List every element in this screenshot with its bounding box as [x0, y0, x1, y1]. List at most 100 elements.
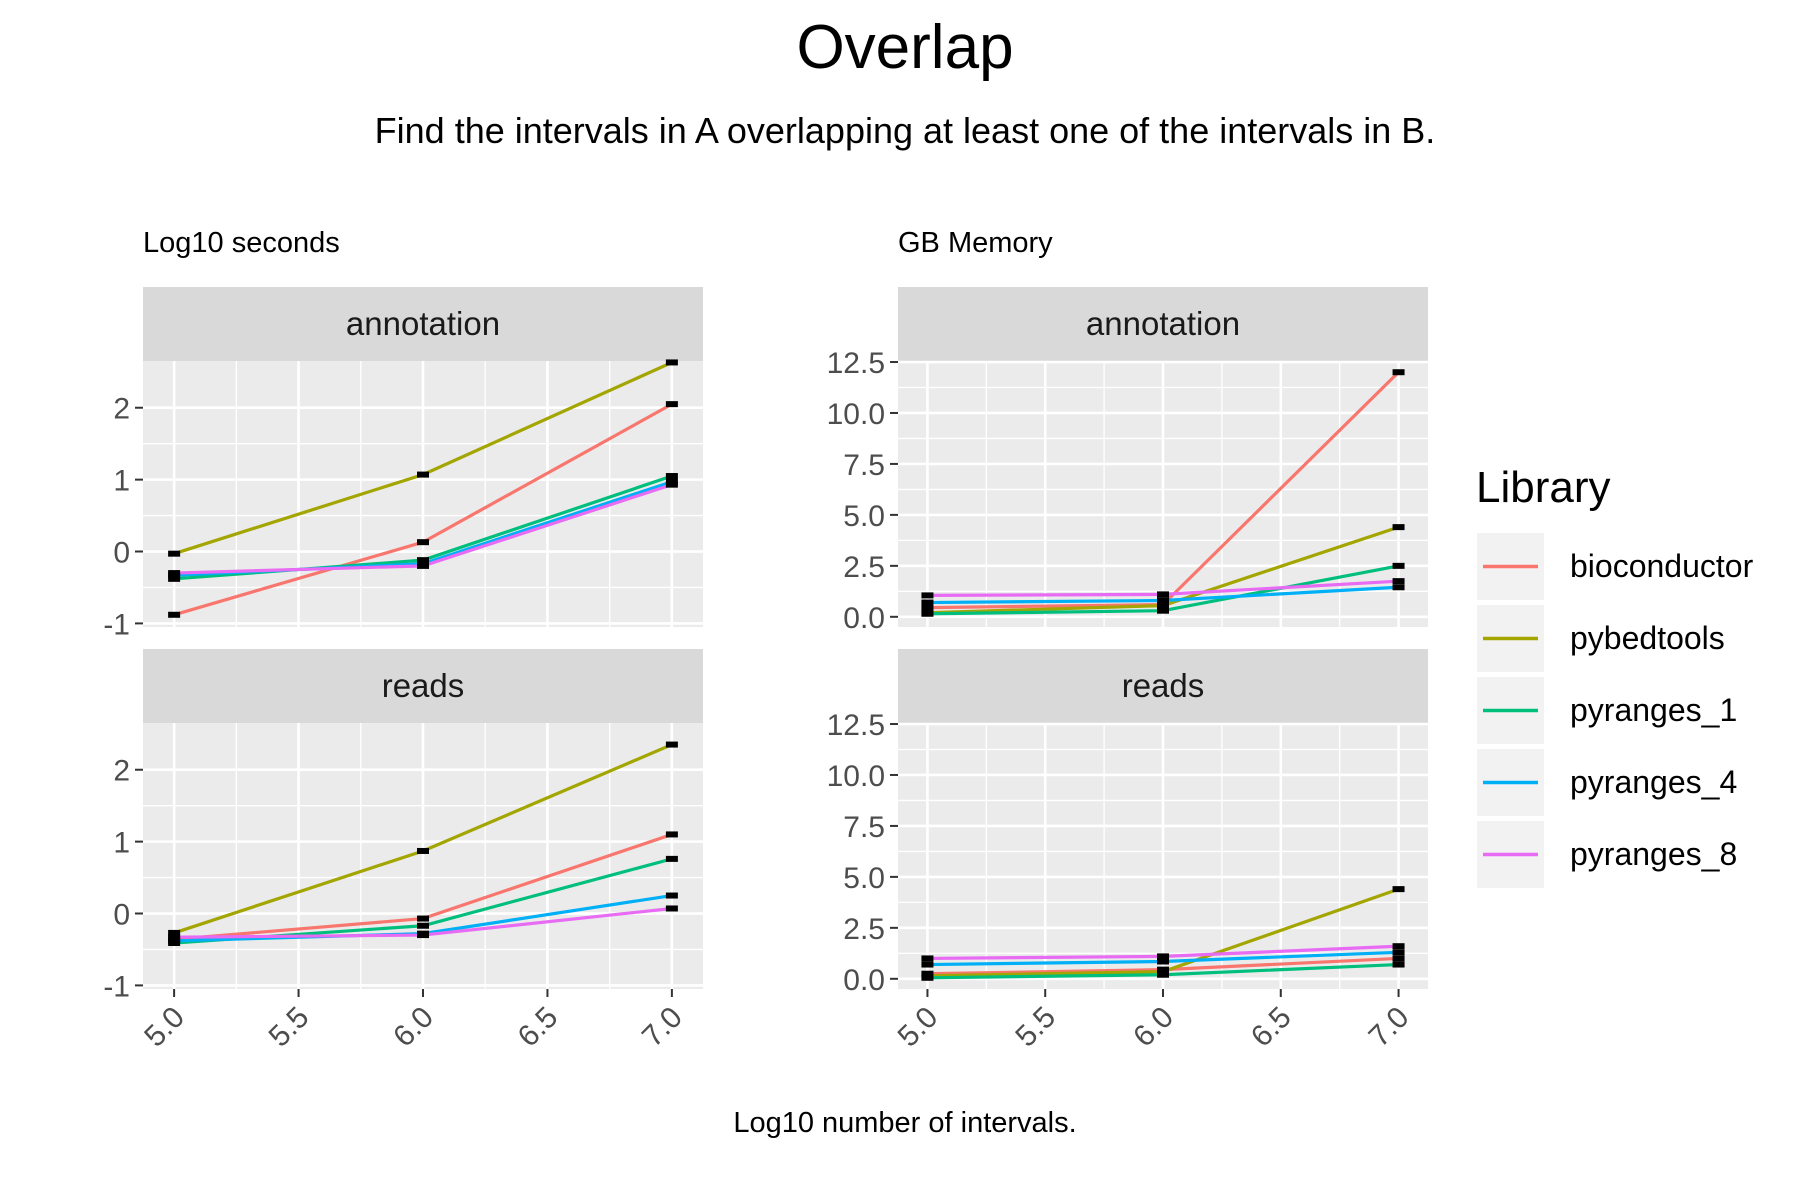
data-point-pybedtools: [168, 550, 181, 557]
y-tick-label: 0: [113, 537, 130, 570]
data-point-pyranges_4: [1392, 949, 1405, 956]
x-tick-label: 6.5: [1245, 1001, 1298, 1054]
data-point-pyranges_4: [921, 599, 934, 606]
data-point-pyranges_8: [921, 592, 934, 599]
y-tick-label: 5.0: [843, 862, 885, 895]
x-tick-label: 6.0: [387, 1001, 440, 1054]
y-tick-label: 2.5: [843, 913, 885, 946]
legend-item-bioconductor: bioconductor: [1477, 533, 1754, 600]
data-point-bioconductor: [1392, 369, 1405, 376]
data-point-pyranges_8: [417, 932, 429, 939]
facet-strip-label: reads: [1122, 667, 1205, 704]
data-point-pybedtools: [1392, 886, 1405, 893]
panel-1-annotation: annotation 0.0 2.5 5.0 7.5 10.0 12.5: [827, 287, 1428, 635]
data-point-bioconductor: [665, 401, 678, 408]
data-point-pyranges_8: [1392, 943, 1405, 950]
y-tick-label: 2.5: [843, 551, 885, 584]
facet-strip: [143, 649, 703, 723]
legend-title: Library: [1476, 463, 1611, 512]
panel-1-reads: reads 0.0 2.5 5.0 7.5 10.0 12.5 5.0 5.5 6.0 6.5 7.0: [827, 649, 1428, 1053]
y-tick-label: 7.5: [843, 811, 885, 844]
data-point-pyranges_8: [168, 570, 181, 577]
legend-label: pyranges_8: [1570, 836, 1737, 872]
y-tick-label: 2: [113, 755, 130, 788]
data-point-pyranges_1: [921, 974, 934, 981]
y-tick-label: 1: [113, 465, 130, 498]
y-tick-label: 0: [113, 899, 130, 932]
data-point-pyranges_1: [1392, 961, 1405, 968]
data-point-pyranges_8: [921, 955, 934, 962]
y-tick-label: 12.5: [827, 347, 885, 380]
y-tick-label: 5.0: [843, 500, 885, 533]
facet-strip: [898, 287, 1428, 361]
data-point-pyranges_8: [665, 481, 678, 488]
data-point-pyranges_4: [1157, 597, 1169, 604]
data-point-pyranges_1: [1157, 971, 1169, 978]
figure-title: Overlap: [796, 13, 1013, 82]
y-tick-label: 0.0: [843, 602, 885, 635]
x-tick-label: 7.0: [636, 1001, 689, 1054]
data-point-pyranges_4: [1392, 584, 1405, 591]
data-point-pyranges_8: [665, 905, 678, 912]
facet-strip: [898, 649, 1428, 723]
data-point-pyranges_1: [168, 575, 181, 582]
legend-item-pyranges_1: pyranges_1: [1477, 677, 1737, 744]
facet-strip: [143, 287, 703, 361]
panel-0-annotation: annotation -1 0 1 2: [103, 287, 703, 641]
legend-item-pyranges_8: pyranges_8: [1477, 821, 1737, 888]
y-tick-label: 1: [113, 827, 130, 860]
data-point-pyranges_1: [417, 922, 429, 929]
data-point-pyranges_4: [168, 937, 181, 944]
legend: Library bioconductor pybedtools pyranges_1p…: [1476, 463, 1754, 888]
x-tick-label: 7.0: [1363, 1001, 1416, 1054]
figure-subtitle: Find the intervals in A overlapping at l…: [375, 110, 1436, 151]
data-point-pyranges_8: [1157, 591, 1169, 598]
x-tick-label: 6.5: [512, 1001, 565, 1054]
data-point-bioconductor: [417, 539, 429, 546]
legend-label: bioconductor: [1570, 548, 1754, 584]
data-point-pyranges_8: [1392, 578, 1405, 585]
data-point-pybedtools: [168, 929, 181, 936]
left-panel-label: Log10 seconds: [143, 227, 340, 259]
y-tick-label: 0.0: [843, 964, 885, 997]
data-point-pyranges_4: [665, 892, 678, 899]
legend-label: pyranges_1: [1570, 692, 1737, 728]
data-point-pybedtools: [665, 359, 678, 366]
y-tick-label: 7.5: [843, 449, 885, 482]
data-point-pyranges_8: [417, 562, 429, 569]
x-tick-label: 5.5: [263, 1001, 316, 1054]
x-tick-label: 5.0: [138, 1001, 191, 1054]
data-point-pyranges_4: [921, 961, 934, 968]
data-point-bioconductor: [417, 915, 429, 922]
data-point-pyranges_1: [1392, 562, 1405, 569]
x-tick-label: 5.0: [892, 1001, 945, 1054]
y-tick-label: -1: [103, 970, 130, 1003]
legend-label: pyranges_4: [1570, 764, 1737, 800]
x-axis-label: Log10 number of intervals.: [733, 1107, 1076, 1139]
data-point-bioconductor: [665, 831, 678, 838]
data-point-pyranges_1: [665, 855, 678, 862]
facet-strip-label: annotation: [1086, 305, 1240, 342]
data-point-pyranges_1: [417, 557, 429, 564]
legend-item-pybedtools: pybedtools: [1477, 605, 1725, 672]
data-point-pybedtools: [1392, 524, 1405, 531]
right-panel-label: GB Memory: [898, 227, 1053, 259]
facet-strip-label: reads: [382, 667, 465, 704]
data-point-pyranges_1: [665, 473, 678, 480]
data-point-bioconductor: [168, 611, 181, 618]
panel-0-reads: reads -1 0 1 2 5.0 5.5 6.0 6.5 7.0: [103, 649, 703, 1053]
legend-label: pybedtools: [1570, 620, 1725, 656]
data-point-pybedtools: [417, 847, 429, 854]
y-tick-label: 10.0: [827, 760, 885, 793]
data-point-pyranges_8: [168, 934, 181, 941]
y-tick-label: 12.5: [827, 709, 885, 742]
legend-item-pyranges_4: pyranges_4: [1477, 749, 1737, 816]
data-point-pybedtools: [665, 741, 678, 748]
data-point-pyranges_1: [1157, 607, 1169, 614]
panels: annotation -1 0 1 2 reads -1 0 1 2 5.0 5.5 6.0 6.5 7.0…: [103, 287, 1428, 1053]
data-point-pyranges_4: [1157, 958, 1169, 965]
data-point-bioconductor: [1392, 955, 1405, 962]
data-point-pybedtools: [1157, 968, 1169, 975]
data-point-pyranges_8: [1157, 953, 1169, 960]
facet-strip-label: annotation: [346, 305, 500, 342]
